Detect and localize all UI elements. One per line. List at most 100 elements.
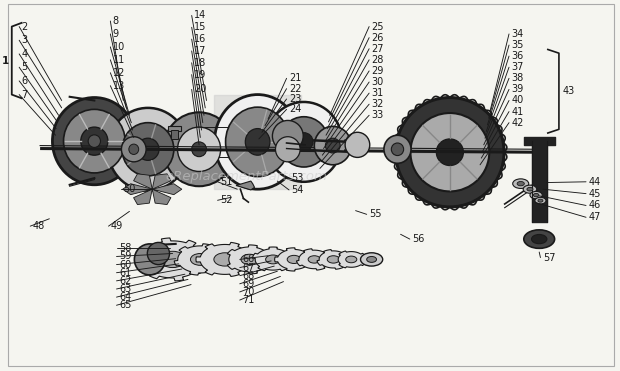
Text: 58: 58 <box>119 243 131 253</box>
Text: 65: 65 <box>119 300 131 310</box>
Circle shape <box>533 193 539 197</box>
Ellipse shape <box>135 244 165 275</box>
Text: 69: 69 <box>242 279 254 289</box>
Circle shape <box>265 255 280 264</box>
Text: 36: 36 <box>512 51 524 61</box>
Text: 39: 39 <box>512 84 524 94</box>
Ellipse shape <box>396 98 504 207</box>
Bar <box>170 131 178 138</box>
Text: 47: 47 <box>588 212 601 222</box>
Text: 23: 23 <box>289 94 301 104</box>
Text: 56: 56 <box>412 234 425 244</box>
Text: 20: 20 <box>194 84 206 94</box>
Text: 63: 63 <box>119 284 131 294</box>
Ellipse shape <box>279 117 329 167</box>
Text: 32: 32 <box>371 99 384 109</box>
Ellipse shape <box>314 127 352 165</box>
Text: 3: 3 <box>22 35 28 45</box>
Polygon shape <box>123 184 153 195</box>
Text: 48: 48 <box>33 221 45 231</box>
Circle shape <box>159 251 186 267</box>
Ellipse shape <box>265 102 342 182</box>
Ellipse shape <box>122 137 146 162</box>
Circle shape <box>517 181 525 186</box>
Ellipse shape <box>177 127 221 171</box>
Polygon shape <box>338 251 366 268</box>
Text: 35: 35 <box>512 40 524 50</box>
Text: 45: 45 <box>588 188 601 198</box>
Text: 71: 71 <box>242 295 255 305</box>
Polygon shape <box>153 174 171 189</box>
Ellipse shape <box>326 138 340 153</box>
Ellipse shape <box>129 144 139 154</box>
Text: 8: 8 <box>113 16 119 26</box>
Text: 52: 52 <box>220 195 232 205</box>
Circle shape <box>531 234 547 244</box>
Text: 1: 1 <box>2 56 9 66</box>
Text: 53: 53 <box>291 173 304 183</box>
Circle shape <box>346 256 357 263</box>
Text: 50: 50 <box>123 184 136 194</box>
Text: 38: 38 <box>512 73 524 83</box>
Circle shape <box>530 191 542 199</box>
Polygon shape <box>137 238 208 281</box>
Ellipse shape <box>81 127 108 155</box>
Circle shape <box>190 253 210 265</box>
Ellipse shape <box>246 129 270 155</box>
Text: 4: 4 <box>22 49 28 59</box>
Ellipse shape <box>192 142 206 157</box>
Ellipse shape <box>294 133 313 151</box>
Text: 17: 17 <box>194 46 206 56</box>
Circle shape <box>527 187 533 191</box>
Polygon shape <box>317 250 350 269</box>
Text: 42: 42 <box>512 118 524 128</box>
Text: 44: 44 <box>588 177 601 187</box>
Ellipse shape <box>436 139 463 165</box>
Ellipse shape <box>163 112 235 186</box>
Ellipse shape <box>345 132 370 157</box>
Text: 40: 40 <box>512 95 524 105</box>
Text: 5: 5 <box>22 62 28 72</box>
Text: 9: 9 <box>113 29 119 39</box>
Ellipse shape <box>384 135 411 163</box>
Text: 66: 66 <box>242 255 254 265</box>
Text: 41: 41 <box>512 106 524 116</box>
Text: 12: 12 <box>113 68 125 78</box>
Text: 11: 11 <box>113 55 125 65</box>
Text: 59: 59 <box>119 252 131 262</box>
Text: 10: 10 <box>113 42 125 52</box>
Text: 34: 34 <box>512 29 524 39</box>
Ellipse shape <box>108 108 188 191</box>
Text: 30: 30 <box>371 77 384 87</box>
Circle shape <box>308 256 321 263</box>
Text: 67: 67 <box>242 263 255 273</box>
Circle shape <box>241 254 259 265</box>
Polygon shape <box>174 244 226 275</box>
Circle shape <box>535 197 546 204</box>
Text: 18: 18 <box>194 58 206 68</box>
Text: 64: 64 <box>119 292 131 302</box>
Text: 60: 60 <box>119 260 131 270</box>
Text: 61: 61 <box>119 268 131 278</box>
Ellipse shape <box>391 143 404 155</box>
Text: 29: 29 <box>371 66 384 76</box>
Polygon shape <box>153 184 182 195</box>
Text: 26: 26 <box>371 33 384 43</box>
Bar <box>167 126 181 131</box>
Text: 37: 37 <box>512 62 524 72</box>
Circle shape <box>524 230 555 248</box>
Polygon shape <box>153 189 171 204</box>
Circle shape <box>287 255 301 263</box>
Text: 25: 25 <box>371 22 384 32</box>
Text: 22: 22 <box>289 84 301 93</box>
Text: 15: 15 <box>194 22 206 32</box>
Text: 49: 49 <box>111 221 123 231</box>
Circle shape <box>523 185 537 193</box>
Text: 33: 33 <box>371 110 384 120</box>
Circle shape <box>327 256 340 263</box>
Text: 46: 46 <box>588 200 601 210</box>
Text: 70: 70 <box>242 287 255 297</box>
Polygon shape <box>228 245 273 274</box>
Ellipse shape <box>137 138 159 160</box>
Text: 54: 54 <box>291 185 304 195</box>
